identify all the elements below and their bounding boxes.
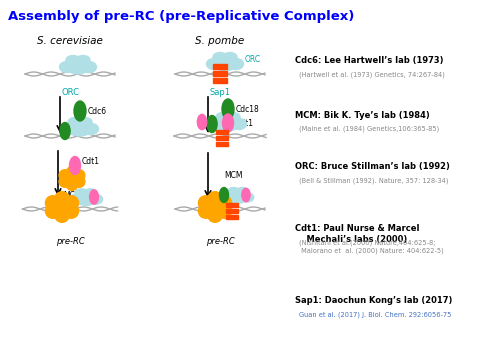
Circle shape	[46, 204, 60, 218]
Ellipse shape	[60, 123, 70, 139]
Text: ORC: ORC	[245, 55, 261, 64]
Ellipse shape	[60, 62, 74, 72]
Ellipse shape	[66, 55, 80, 64]
Text: Cdc18: Cdc18	[236, 104, 260, 114]
Ellipse shape	[74, 101, 86, 121]
Ellipse shape	[213, 52, 227, 62]
Text: MCM: MCM	[224, 171, 242, 180]
Ellipse shape	[89, 194, 102, 204]
Ellipse shape	[207, 115, 217, 132]
Circle shape	[74, 176, 85, 187]
Ellipse shape	[70, 194, 83, 204]
Ellipse shape	[222, 114, 234, 132]
Circle shape	[59, 170, 70, 181]
Ellipse shape	[90, 190, 98, 204]
Circle shape	[55, 192, 69, 206]
Ellipse shape	[84, 123, 98, 135]
Ellipse shape	[242, 188, 250, 202]
Ellipse shape	[228, 191, 248, 203]
Ellipse shape	[228, 59, 244, 70]
Bar	[216, 136, 228, 140]
Circle shape	[46, 196, 60, 210]
Bar	[216, 130, 228, 134]
Circle shape	[64, 204, 78, 218]
Ellipse shape	[232, 119, 246, 130]
Text: Cdc6: Lee Hartwell’s lab (1973): Cdc6: Lee Hartwell’s lab (1973)	[295, 56, 444, 65]
Text: MCM: Bik K. Tye’s lab (1984): MCM: Bik K. Tye’s lab (1984)	[295, 111, 430, 120]
Text: Cdc6: Cdc6	[88, 107, 107, 115]
Ellipse shape	[75, 189, 88, 197]
Text: (Maine et al. (1984) Genetics,106:365-85): (Maine et al. (1984) Genetics,106:365-85…	[299, 126, 440, 132]
Text: (Hartwell et al. (1973) Genetics, 74:267-84): (Hartwell et al. (1973) Genetics, 74:267…	[299, 71, 445, 78]
Ellipse shape	[70, 157, 80, 174]
Ellipse shape	[228, 187, 239, 195]
Text: Sap1: Daochun Kong’s lab (2017): Sap1: Daochun Kong’s lab (2017)	[295, 296, 452, 305]
Ellipse shape	[69, 122, 91, 136]
Bar	[226, 209, 237, 213]
Bar	[226, 215, 237, 219]
Ellipse shape	[198, 114, 206, 130]
Ellipse shape	[223, 52, 237, 62]
Text: pre-RC: pre-RC	[56, 237, 84, 246]
Text: (Nishitani et al.(2000) Nature,404:625-8;
 Maiorano et  al. (2000) Nature: 404:6: (Nishitani et al.(2000) Nature,404:625-8…	[299, 239, 444, 253]
Bar	[226, 203, 237, 207]
Text: pre-RC: pre-RC	[206, 237, 234, 246]
Circle shape	[209, 201, 221, 213]
Ellipse shape	[84, 189, 97, 197]
Ellipse shape	[206, 59, 222, 70]
Circle shape	[217, 196, 232, 210]
Circle shape	[66, 167, 78, 178]
Ellipse shape	[76, 193, 96, 206]
Text: (Bell & Stillman (1992). Nature, 357: 128-34): (Bell & Stillman (1992). Nature, 357: 12…	[299, 177, 448, 183]
Bar	[216, 142, 228, 146]
Bar	[213, 64, 227, 69]
Ellipse shape	[220, 187, 228, 202]
Circle shape	[64, 196, 78, 210]
Ellipse shape	[68, 118, 82, 127]
Circle shape	[198, 196, 213, 210]
Circle shape	[217, 204, 232, 218]
Bar	[213, 71, 227, 76]
Circle shape	[55, 208, 69, 222]
Ellipse shape	[217, 117, 239, 131]
Text: Assembly of pre-RC (pre-Replicative Complex): Assembly of pre-RC (pre-Replicative Comp…	[8, 10, 354, 23]
Ellipse shape	[76, 55, 90, 64]
Text: S. cerevisiae: S. cerevisiae	[37, 36, 103, 46]
Ellipse shape	[62, 123, 76, 135]
Text: Cdt1: Cdt1	[236, 119, 254, 127]
Ellipse shape	[236, 187, 248, 195]
Text: ORC: ORC	[61, 88, 79, 97]
Circle shape	[59, 176, 70, 187]
Circle shape	[67, 174, 77, 183]
Circle shape	[208, 192, 222, 206]
Ellipse shape	[222, 193, 235, 202]
Text: Cdt1: Paul Nurse & Marcel
    Mechali’s labs (2000): Cdt1: Paul Nurse & Marcel Mechali’s labs…	[295, 224, 420, 244]
Text: Cdt1: Cdt1	[82, 157, 100, 166]
Ellipse shape	[241, 193, 254, 202]
Ellipse shape	[67, 60, 89, 74]
Text: Guan et al. (2017) J. Biol. Chem. 292:6056-75: Guan et al. (2017) J. Biol. Chem. 292:60…	[299, 311, 452, 317]
Ellipse shape	[222, 99, 234, 119]
Circle shape	[66, 179, 78, 190]
Ellipse shape	[214, 57, 236, 71]
Ellipse shape	[82, 62, 96, 72]
Text: S. pombe: S. pombe	[196, 36, 244, 46]
Text: MCM: MCM	[63, 191, 81, 201]
Ellipse shape	[216, 112, 230, 122]
Ellipse shape	[78, 118, 92, 127]
Ellipse shape	[226, 112, 240, 122]
Circle shape	[198, 204, 213, 218]
Circle shape	[56, 201, 68, 213]
Text: Sap1: Sap1	[210, 88, 231, 97]
Text: ORC: Bruce Stillman’s lab (1992): ORC: Bruce Stillman’s lab (1992)	[295, 162, 450, 171]
Ellipse shape	[210, 119, 224, 130]
Circle shape	[208, 208, 222, 222]
Bar	[213, 78, 227, 83]
Circle shape	[74, 170, 85, 181]
